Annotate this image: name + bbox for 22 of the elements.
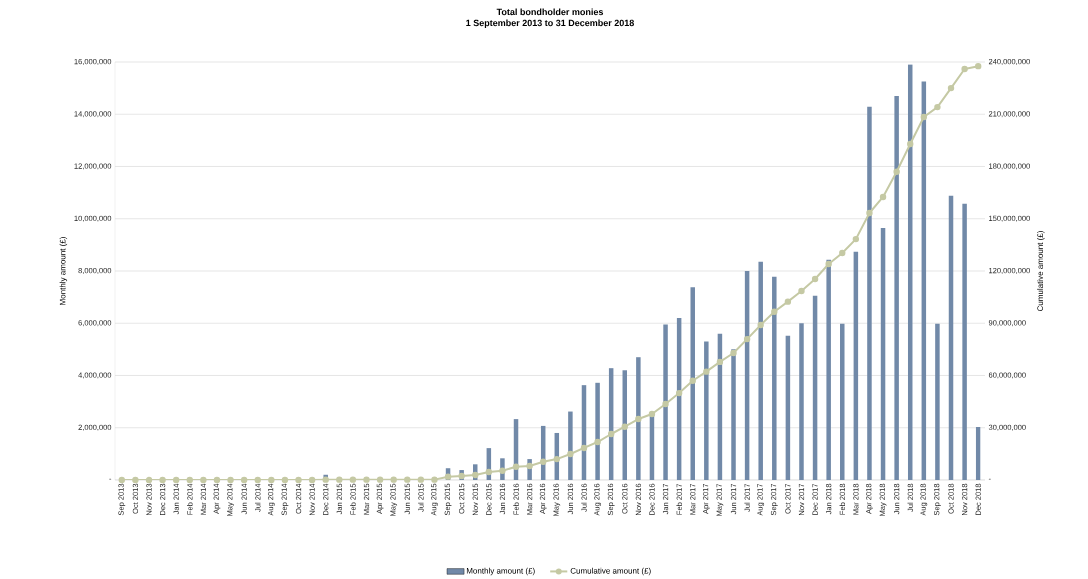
bar [636, 357, 641, 480]
chart-title: Total bondholder monies [496, 8, 604, 16]
bar [962, 203, 967, 480]
bar [731, 349, 736, 480]
chart-subtitle: 1 September 2013 to 31 December 2018 [466, 19, 634, 28]
legend-label: Cumulative amount (£) [570, 567, 651, 576]
bar [595, 382, 600, 480]
bar [772, 276, 777, 480]
bar [568, 411, 573, 480]
bar [840, 323, 845, 480]
bar [799, 323, 804, 480]
bar [867, 106, 872, 480]
y-axis-title: Monthly amount (£) [59, 237, 68, 305]
y2-axis-title: Cumulative amount (£) [1037, 231, 1045, 312]
bar [894, 95, 899, 480]
bar [826, 259, 831, 480]
legend-label: Monthly amount (£) [466, 567, 535, 576]
bar [663, 324, 668, 480]
bar [704, 341, 709, 480]
bar [935, 323, 940, 480]
bar [758, 261, 763, 480]
bar [690, 287, 695, 480]
